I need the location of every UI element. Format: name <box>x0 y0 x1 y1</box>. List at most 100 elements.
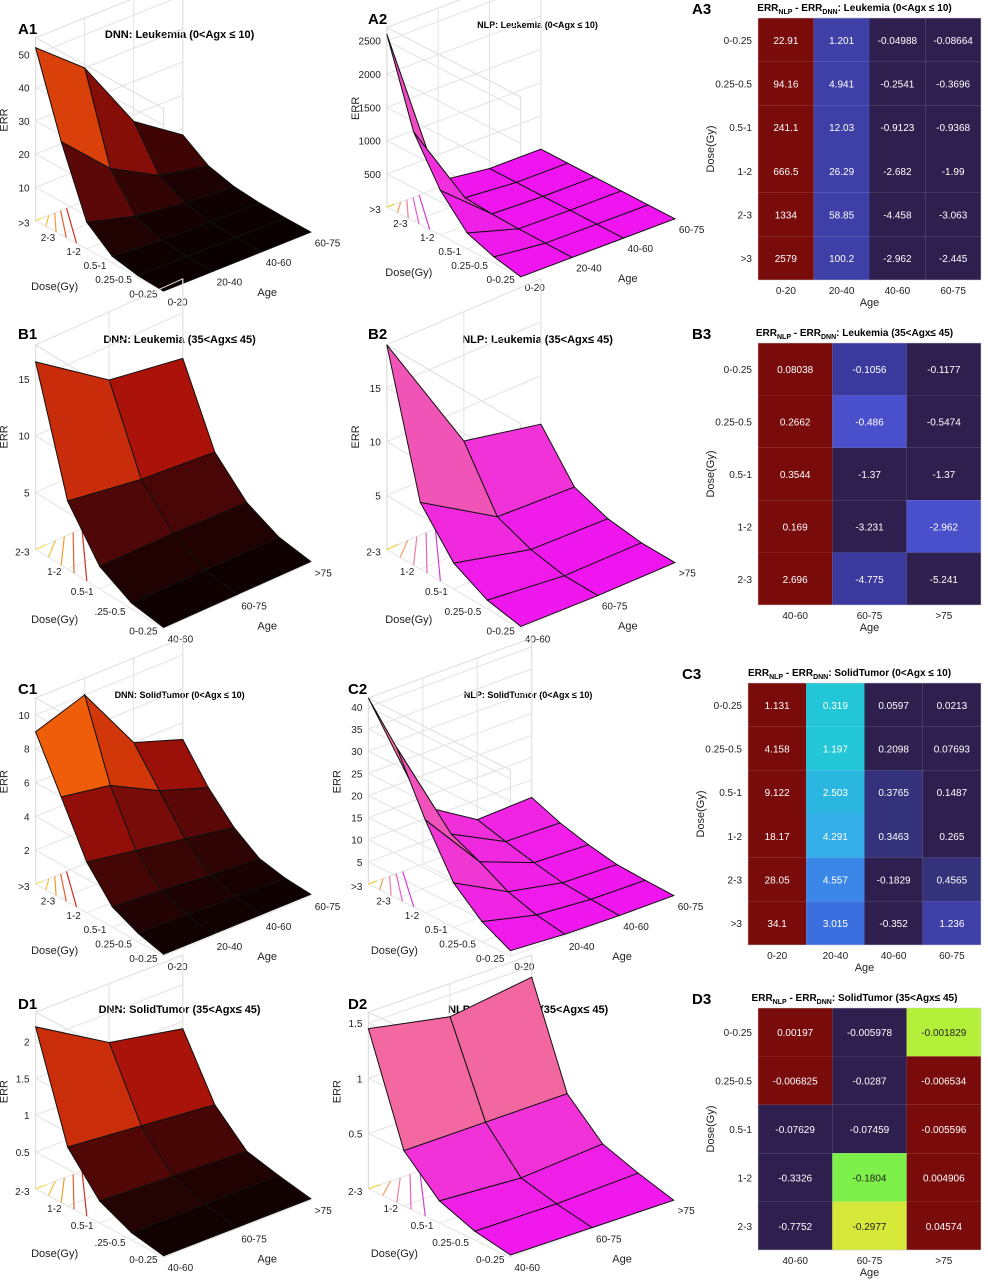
cell-value: -0.3326 <box>778 1173 812 1184</box>
row-label: 0.5-1 <box>729 123 752 134</box>
col-label: 40-60 <box>782 611 808 622</box>
dose-tick-label: 0-0.25 <box>486 275 515 286</box>
dose-axis-label: Dose(Gy) <box>31 614 78 626</box>
cell-value: -0.9368 <box>936 123 970 134</box>
panel-label: C3 <box>682 666 701 683</box>
dose-axis-label: Dose(Gy) <box>385 614 432 626</box>
cell-value: -0.08664 <box>933 36 973 47</box>
z-tick-label: 0.5 <box>16 1148 30 1159</box>
title-part: : Leukemia (35<Agx≤ 45) <box>836 328 953 339</box>
cell-value: 4.941 <box>829 80 854 91</box>
heatmap-panel-A3: A3 ERRNLP - ERRDNN: Leukemia (0<Agx ≤ 10)… <box>692 1 981 309</box>
y-axis-label: Dose(Gy) <box>695 790 707 837</box>
dose-tick-label: 0.5-1 <box>425 587 448 598</box>
grid-line <box>36 655 183 715</box>
col-label: 40-60 <box>885 286 911 297</box>
age-tick-label: 0-20 <box>168 962 188 973</box>
col-label: 20-40 <box>823 951 849 962</box>
row-label: 2-3 <box>738 1222 753 1233</box>
cell-value: -0.1804 <box>853 1173 887 1184</box>
cell-value: -1.37 <box>932 470 955 481</box>
dose-axis-label: Dose(Gy) <box>31 1248 78 1260</box>
x-axis-label: Age <box>860 1267 880 1279</box>
z-axis-label: ERR <box>0 770 11 793</box>
row-label: 1-2 <box>738 167 753 178</box>
cell-value: -5.241 <box>930 575 959 586</box>
z-tick-label: 6 <box>24 779 30 790</box>
row-label: >3 <box>731 919 743 930</box>
row-label: >3 <box>741 254 753 265</box>
cell-value: -2.962 <box>930 522 959 533</box>
dose-tick-label: 1-2 <box>66 911 81 922</box>
panel-label: A1 <box>18 21 37 38</box>
chart-title: NLP: SolidTumor (0<Agx ≤ 10) <box>464 690 593 700</box>
row-label: 0-0.25 <box>724 365 753 376</box>
z-axis: 51015ERR <box>0 375 30 500</box>
cell-value: -0.07629 <box>775 1125 815 1136</box>
age-tick-label: 20-40 <box>576 263 602 274</box>
cell-value: -0.1056 <box>853 365 887 376</box>
cell-value: 4.158 <box>765 745 790 756</box>
age-tick-label: 40-60 <box>266 258 292 269</box>
cell-value: -0.006534 <box>921 1077 966 1088</box>
surface-patch <box>387 345 498 517</box>
y-axis-label: Dose(Gy) <box>705 450 717 497</box>
cell-value: 18.17 <box>765 832 790 843</box>
z-tick-label: 40 <box>18 84 30 95</box>
panel-label: A3 <box>692 1 711 18</box>
dose-axis-label: Dose(Gy) <box>31 945 78 957</box>
cell-value: 0.3544 <box>780 470 811 481</box>
dose-tick-label: 1-2 <box>400 567 415 578</box>
age-tick-label: 20-40 <box>217 278 243 289</box>
z-tick-label: 20 <box>18 150 30 161</box>
cell-value: 12.03 <box>829 123 854 134</box>
dose-tick-label: 1-2 <box>383 1204 398 1215</box>
cell-value: 0.1487 <box>937 788 968 799</box>
surface <box>387 345 675 627</box>
age-tick-label: 40-60 <box>628 244 654 255</box>
cell-value: 2.696 <box>783 575 808 586</box>
z-tick-label: 5 <box>357 858 363 869</box>
contour-line <box>368 881 376 884</box>
title-subscript: DNN <box>817 999 832 1006</box>
chart-title: NLP: Leukemia (0<Agx ≤ 10) <box>477 20 598 30</box>
cell-value: -0.005978 <box>847 1028 892 1039</box>
z-axis-label: ERR <box>0 1080 11 1103</box>
contour-line <box>380 879 383 890</box>
contour-line <box>36 881 43 884</box>
col-label: 60-75 <box>940 286 966 297</box>
surface <box>368 977 673 1255</box>
row-label: 0-0.25 <box>714 701 743 712</box>
z-tick-label: 30 <box>18 117 30 128</box>
row-label: 1-2 <box>738 522 753 533</box>
col-label: >75 <box>935 611 952 622</box>
dose-tick-label: 0-0.25 <box>476 1255 505 1266</box>
dose-tick-label: 0.25-0.5 <box>95 940 132 951</box>
z-axis-label: ERR <box>350 425 362 448</box>
title-subscript: NLP <box>777 334 791 341</box>
cell-value: -0.9123 <box>880 123 914 134</box>
heatmap-title: ERRNLP - ERRDNN: SolidTumor (0<Agx ≤ 10) <box>748 668 951 681</box>
row-label: 1-2 <box>738 1173 753 1184</box>
grid-line <box>387 49 541 107</box>
cell-value: -2.445 <box>939 254 968 265</box>
age-tick-label: 60-75 <box>241 602 267 613</box>
floor-contours <box>368 871 413 907</box>
age-tick-label: 40-60 <box>168 1263 194 1274</box>
chart-title: DNN: Leukemia (35<Agx≤ 45) <box>103 334 256 346</box>
heatmap-panel-D3: D3 ERRNLP - ERRDNN: SolidTumor (35<Agx≤ 4… <box>692 991 981 1279</box>
age-axis-label: Age <box>257 621 277 633</box>
cell-value: 2.503 <box>823 788 848 799</box>
z-tick-label: 10 <box>370 438 382 449</box>
cell-value: 26.29 <box>829 167 854 178</box>
contour-line <box>55 213 56 232</box>
dose-tick-label: 0.5-1 <box>71 587 94 598</box>
z-tick-label: 10 <box>18 183 30 194</box>
surface-panel-D1: D1 DNN: SolidTumor (35<Agx≤ 45)0.511.52ER… <box>0 955 332 1274</box>
age-tick-label: 60-75 <box>596 1235 622 1246</box>
age-tick-label: 20-40 <box>217 942 243 953</box>
panel-label: D3 <box>692 991 711 1008</box>
cell-value: 0.07693 <box>934 745 971 756</box>
y-axis-label: Dose(Gy) <box>705 125 717 172</box>
row-label: 0.25-0.5 <box>715 80 752 91</box>
